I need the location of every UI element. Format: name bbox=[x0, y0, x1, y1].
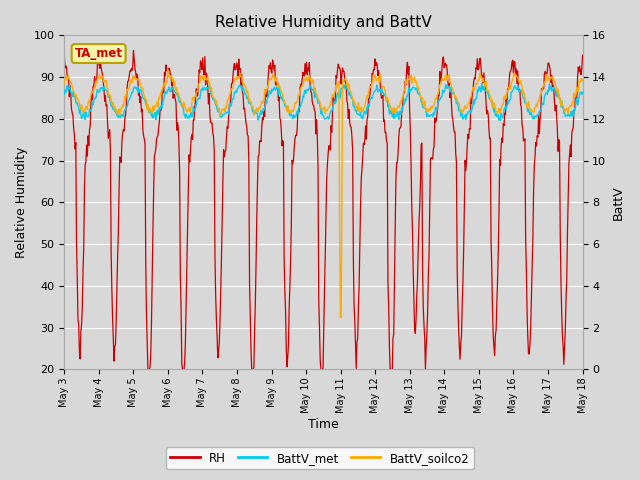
X-axis label: Time: Time bbox=[308, 419, 339, 432]
Y-axis label: Relative Humidity: Relative Humidity bbox=[15, 147, 28, 258]
Y-axis label: BattV: BattV bbox=[612, 185, 625, 220]
Title: Relative Humidity and BattV: Relative Humidity and BattV bbox=[215, 15, 432, 30]
Legend: RH, BattV_met, BattV_soilco2: RH, BattV_met, BattV_soilco2 bbox=[166, 447, 474, 469]
Text: TA_met: TA_met bbox=[75, 47, 123, 60]
